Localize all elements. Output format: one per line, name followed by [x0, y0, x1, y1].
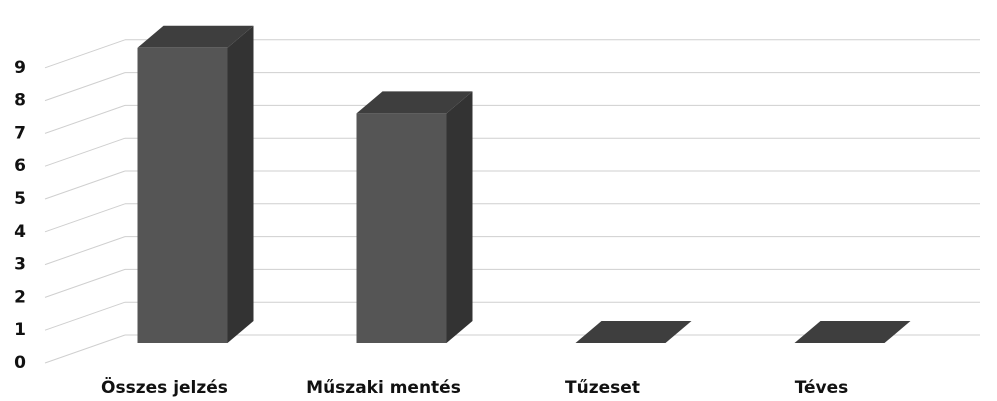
- grid-line: [44, 39, 126, 69]
- x-tick-label: Téves: [795, 378, 849, 398]
- grid-line: [44, 170, 126, 200]
- x-tick-label: Tűzeset: [565, 378, 640, 398]
- bar: [137, 47, 228, 344]
- grid-line: [44, 72, 126, 102]
- grid-line: [44, 334, 126, 364]
- bar-side: [446, 91, 473, 344]
- y-tick-label: 9: [14, 58, 26, 78]
- y-tick-label: 7: [14, 123, 26, 143]
- grid-line: [44, 301, 126, 331]
- grid-line: [44, 104, 126, 134]
- bar-top: [356, 91, 473, 114]
- bar-top: [794, 321, 911, 343]
- grid-line: [44, 137, 126, 167]
- bar-top: [137, 25, 254, 48]
- y-tick-label: 0: [14, 353, 26, 373]
- bar-top: [575, 321, 692, 343]
- bar: [356, 113, 447, 344]
- y-tick-label: 1: [14, 320, 26, 340]
- y-tick-label: 5: [14, 189, 26, 209]
- grid-line: [44, 203, 126, 233]
- grid-line: [44, 268, 126, 298]
- y-tick-label: 6: [14, 156, 26, 176]
- bar-side: [227, 25, 254, 344]
- y-tick-label: 3: [14, 255, 26, 275]
- grid-line: [44, 236, 126, 266]
- y-tick-label: 2: [14, 287, 26, 307]
- x-tick-label: Összes jelzés: [101, 376, 228, 398]
- y-tick-label: 8: [14, 91, 26, 111]
- y-tick-label: 4: [14, 222, 26, 242]
- x-tick-label: Műszaki mentés: [306, 378, 461, 398]
